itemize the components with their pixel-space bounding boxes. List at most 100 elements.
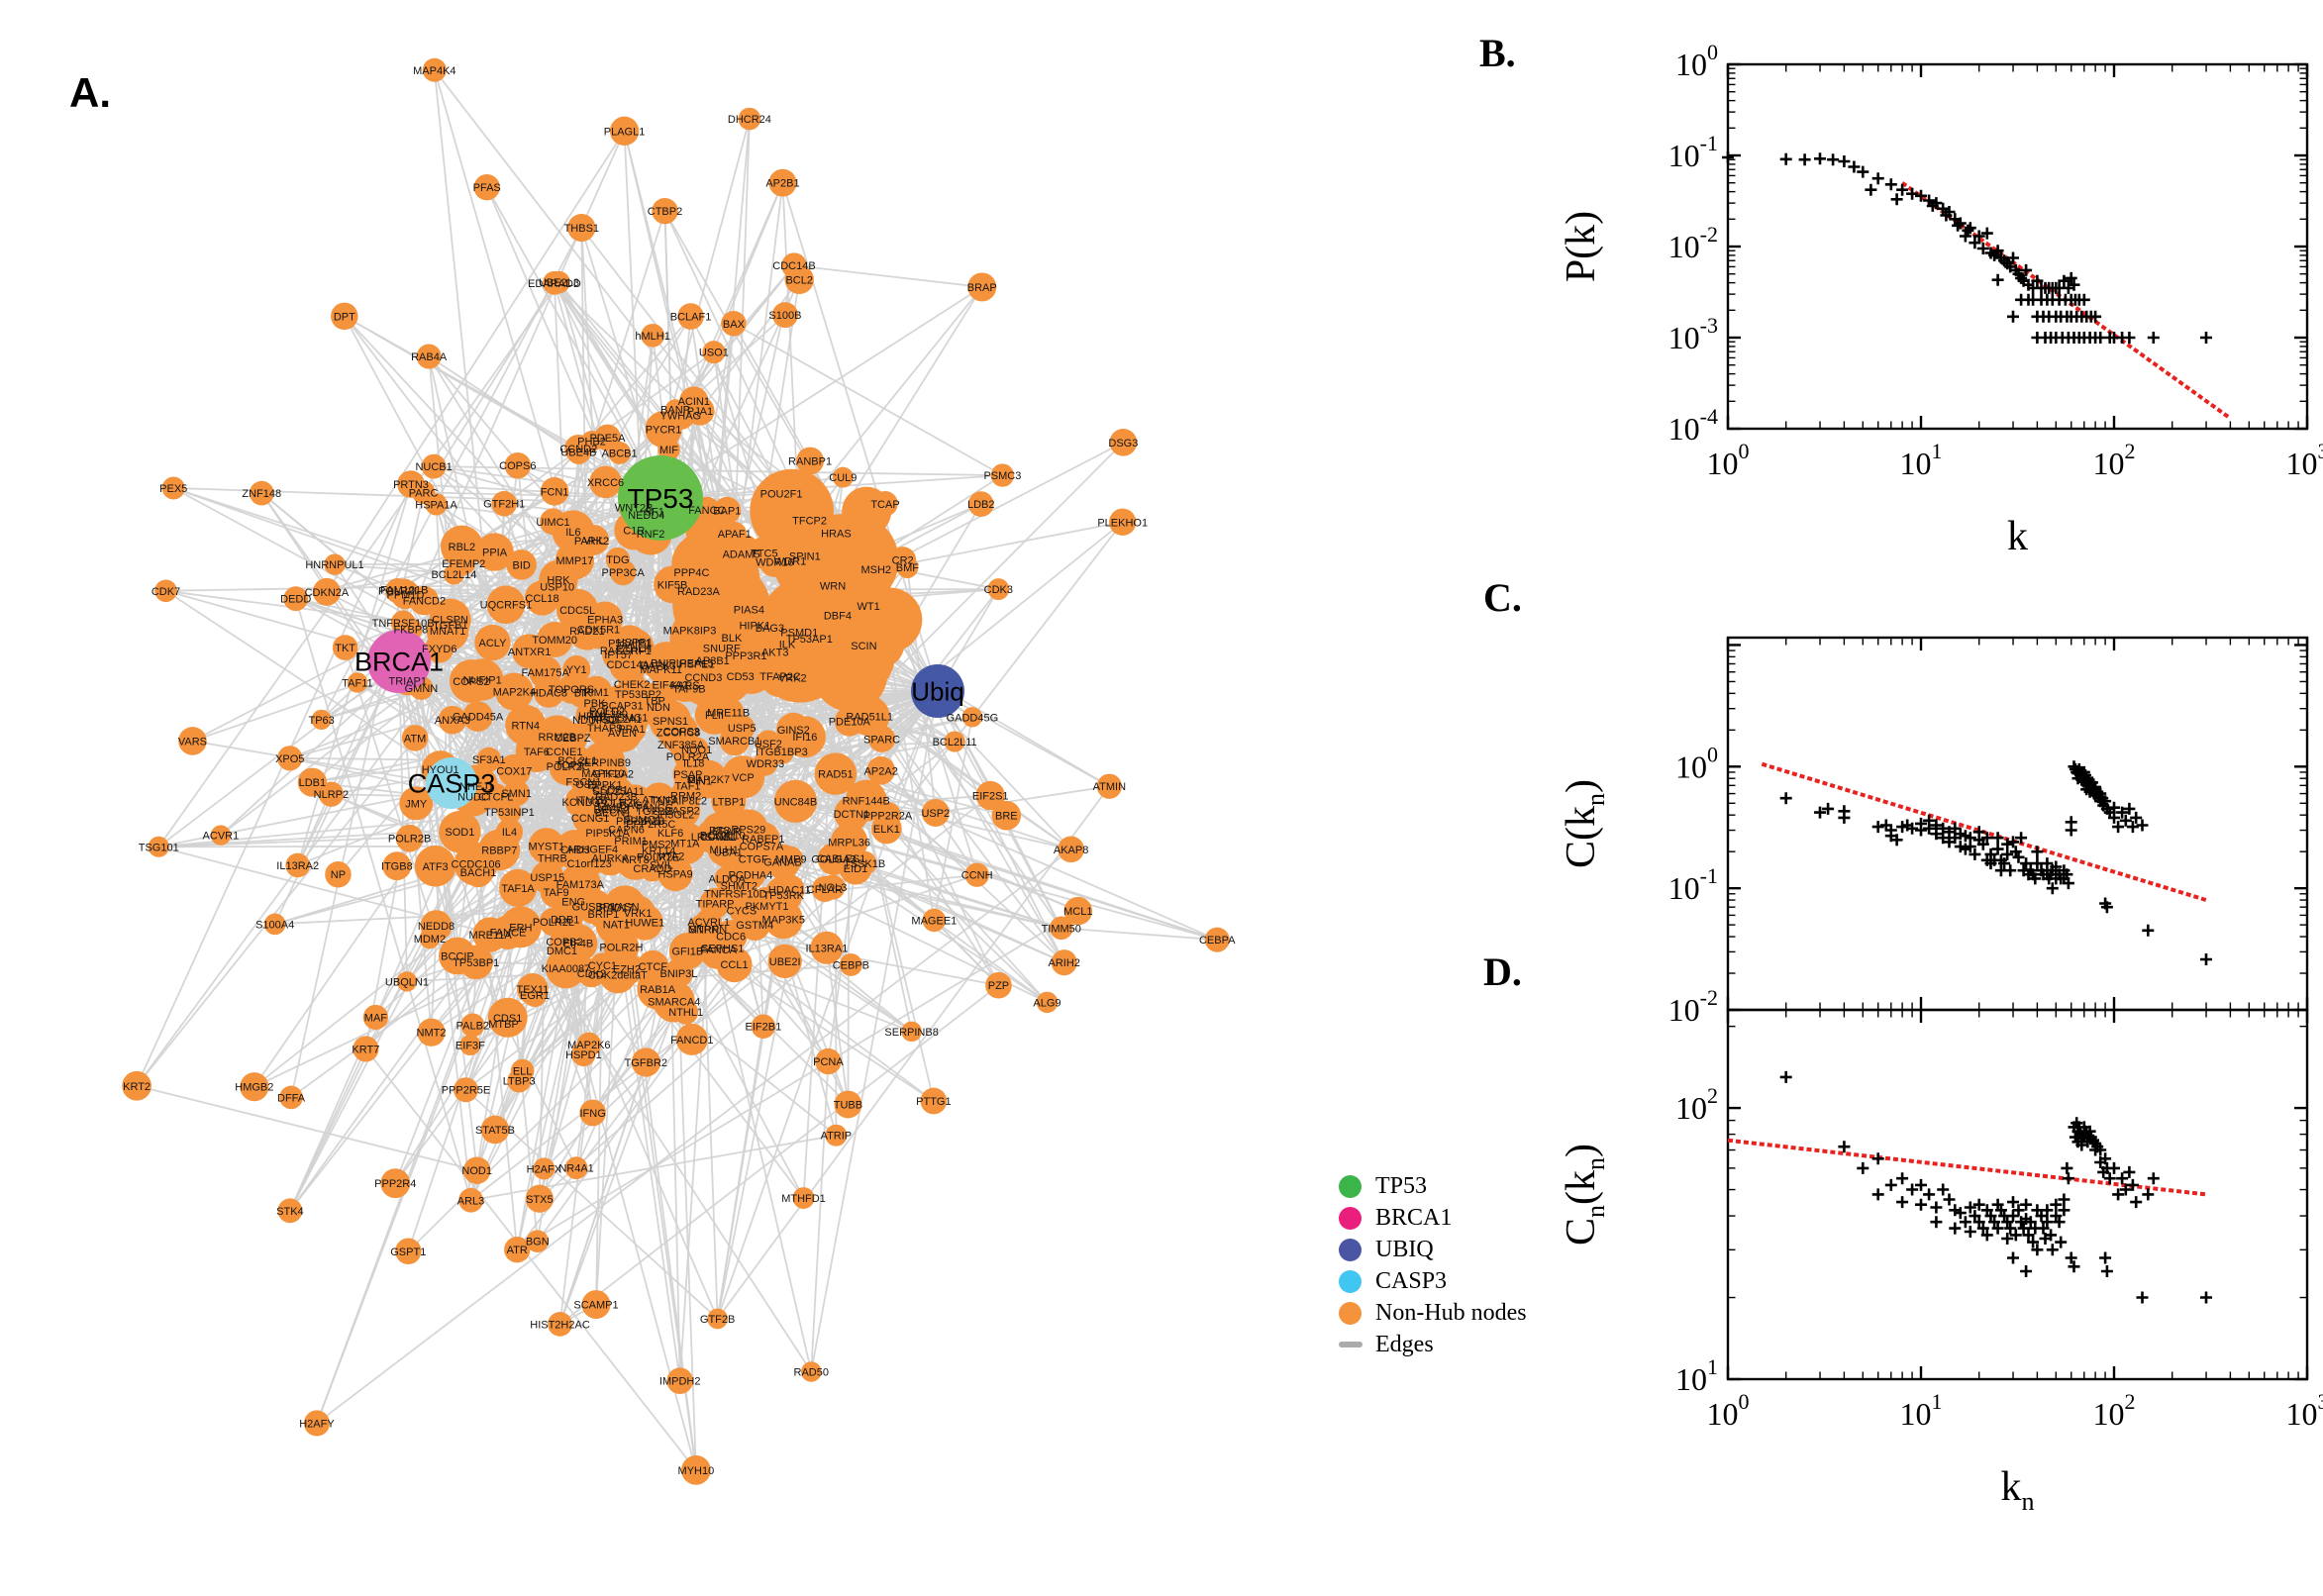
tick-label: 102 [2093,439,2136,481]
svg-text:CDS1: CDS1 [493,1013,522,1025]
svg-text:POLR2I: POLR2I [378,586,417,598]
svg-text:ATXN3: ATXN3 [642,794,676,806]
svg-text:PBK: PBK [583,698,606,710]
svg-text:GINS2: GINS2 [777,725,810,737]
svg-text:RNF144B: RNF144B [843,796,890,808]
svg-text:CCL1: CCL1 [720,959,748,971]
svg-text:MTHFD1: MTHFD1 [781,1193,826,1205]
svg-text:EIF2S1: EIF2S1 [972,791,1009,803]
scatter-points [1779,760,2212,965]
svg-text:USP2: USP2 [921,808,950,820]
svg-text:PCDHA4: PCDHA4 [729,869,773,881]
svg-text:COPB2: COPB2 [546,937,582,948]
svg-text:CLSPN: CLSPN [432,615,468,627]
legend-label: Edges [1375,1331,1434,1357]
svg-text:MAGEE1: MAGEE1 [911,915,957,927]
axis-ticks [1726,638,2309,1012]
svg-text:DEDD: DEDD [280,594,311,606]
svg-text:EIF3F: EIF3F [455,1040,485,1051]
svg-text:USP10: USP10 [540,581,574,593]
svg-text:ELL: ELL [513,1066,533,1078]
svg-text:TFAP2C: TFAP2C [759,671,801,683]
svg-text:KARS: KARS [670,680,700,692]
svg-text:MRPL36: MRPL36 [828,837,870,848]
svg-text:ATM: ATM [404,733,426,745]
svg-text:AP2A2: AP2A2 [864,765,898,777]
svg-text:FANCE: FANCE [490,928,527,940]
tick-label: 101 [1675,1354,1718,1397]
svg-text:CTBP2: CTBP2 [648,206,682,218]
svg-text:NDN: NDN [647,702,670,714]
svg-text:CEBPA: CEBPA [1199,935,1236,947]
svg-text:TBP: TBP [644,695,664,707]
svg-text:ERH: ERH [509,922,532,934]
svg-text:ABCB1: ABCB1 [602,448,638,459]
svg-text:BCL2L14: BCL2L14 [431,569,476,581]
svg-text:MAPK11: MAPK11 [640,664,682,676]
svg-text:MAP2K7: MAP2K7 [687,774,730,786]
svg-text:CASP2: CASP2 [664,805,700,817]
svg-text:TAF9: TAF9 [544,887,569,899]
svg-text:UNC84B: UNC84B [774,796,817,808]
svg-text:BRIP1: BRIP1 [588,909,620,921]
svg-text:VCP: VCP [732,772,755,784]
svg-text:KRT2: KRT2 [123,1081,151,1093]
svg-text:BANP: BANP [660,404,690,416]
svg-text:COPS6: COPS6 [499,460,536,472]
svg-text:GADD45G: GADD45G [947,712,999,724]
svg-text:RAD51L1: RAD51L1 [846,711,893,723]
svg-text:TIPARP: TIPARP [696,898,735,910]
svg-text:FXYD6: FXYD6 [422,644,456,655]
plot-C: 100 10-1 10-2 C(kn) [1559,636,2309,1028]
svg-text:GSTM4: GSTM4 [736,920,773,932]
svg-text:ATR: ATR [507,1245,528,1256]
svg-text:TP53BP2: TP53BP2 [615,689,661,701]
svg-text:PDE5A: PDE5A [589,433,626,445]
svg-text:PYCR1: PYCR1 [646,425,682,437]
svg-text:HSPD1: HSPD1 [565,1049,602,1061]
svg-text:CRADD: CRADD [633,863,671,875]
svg-text:H2AFX: H2AFX [527,1163,562,1175]
svg-text:RBBP7: RBBP7 [481,845,517,856]
y-axis-label: P(k) [1559,211,1604,282]
svg-text:UBE2I: UBE2I [769,956,801,968]
svg-text:BIK: BIK [574,688,592,700]
svg-text:NLRP2: NLRP2 [314,789,349,801]
svg-text:MTA2: MTA2 [656,850,685,862]
svg-text:FANCD1: FANCD1 [670,1035,713,1047]
svg-text:TFCP2: TFCP2 [792,516,827,528]
svg-text:SF3A1: SF3A1 [472,754,506,766]
svg-text:ACLY: ACLY [479,638,508,649]
svg-text:ACVR1: ACVR1 [203,831,240,843]
svg-text:TP53BP1: TP53BP1 [453,957,499,969]
svg-text:TP53RK: TP53RK [762,890,804,902]
svg-text:EID1: EID1 [844,863,867,875]
svg-text:FANCG: FANCG [636,802,673,814]
svg-text:RAD17: RAD17 [599,903,634,915]
svg-text:CCNH: CCNH [961,870,993,882]
panel-a-label: A. [69,69,111,116]
svg-text:MRE11A: MRE11A [469,930,513,942]
svg-text:LRSAM1: LRSAM1 [691,832,735,844]
svg-text:MSH2: MSH2 [860,564,891,576]
svg-text:BID: BID [513,559,531,571]
svg-text:NUDC: NUDC [457,791,489,803]
svg-text:TAF1: TAF1 [674,781,700,793]
svg-text:ITGB8: ITGB8 [381,861,413,873]
svg-text:SMARCB1: SMARCB1 [708,736,760,748]
tick-label: 103 [2286,1389,2323,1432]
svg-text:FCN1: FCN1 [541,486,569,498]
svg-text:PARK2: PARK2 [574,536,609,548]
svg-text:TAF1A: TAF1A [501,883,535,895]
svg-text:HMGB2: HMGB2 [235,1082,273,1094]
svg-text:ADAM5: ADAM5 [723,549,760,561]
svg-text:YWHAG: YWHAG [660,410,702,422]
svg-text:RAB4A: RAB4A [411,351,448,363]
svg-text:COL2A1: COL2A1 [600,714,642,726]
hub-label-brca1: BRCA1 [354,648,444,677]
svg-text:CDC6: CDC6 [716,932,746,944]
svg-text:TGFB2: TGFB2 [636,806,670,818]
svg-text:MMP17: MMP17 [556,555,594,567]
